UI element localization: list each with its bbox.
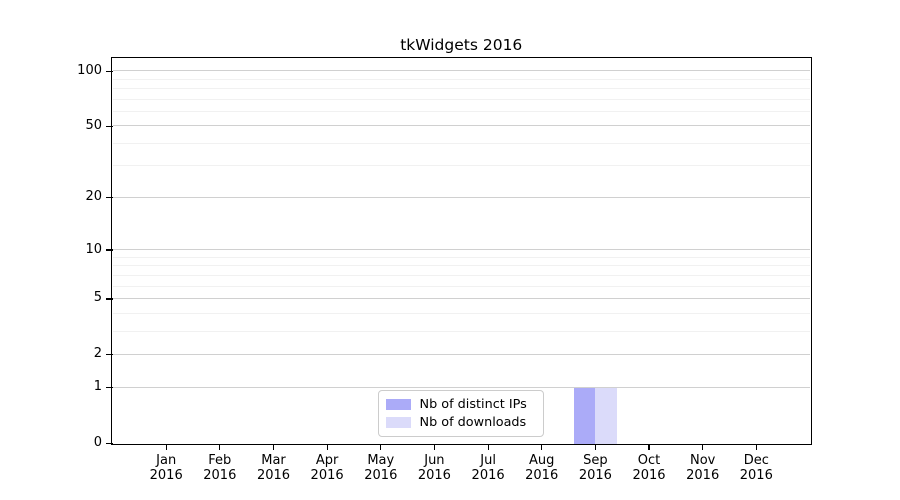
x-tick-label: Nov 2016 [671,453,735,484]
x-tick-label-year: 2016 [471,468,505,483]
x-tick-label: Sep 2016 [563,453,627,484]
x-tick-label-year: 2016 [149,468,183,483]
y-gridline-minor [112,110,810,112]
x-tick-label-month: Dec [743,452,769,468]
y-tick-label: 10 [85,241,102,257]
x-tick-label-year: 2016 [203,468,237,483]
y-gridline-major [112,125,810,127]
x-tick [380,445,382,450]
y-tick [106,298,113,300]
y-gridline-major [112,249,810,250]
x-tick-label-month: Nov [690,452,716,468]
x-tick-label-month: May [367,452,395,468]
x-tick-label: Dec 2016 [724,453,788,484]
x-tick [702,445,704,450]
y-tick [106,197,113,199]
x-tick-label: Apr 2016 [295,453,359,484]
y-tick-label: 5 [93,290,102,306]
x-tick-label-year: 2016 [578,468,612,483]
y-gridline-minor [112,330,810,332]
y-tick-label: 20 [85,189,102,205]
x-tick [433,445,436,450]
x-tick-label: Jul 2016 [456,453,520,484]
x-tick-label-month: Aug [528,452,555,468]
x-tick-label-month: Feb [208,452,232,468]
y-gridline-minor [112,165,810,167]
x-tick-label-year: 2016 [686,468,720,483]
x-tick-label-year: 2016 [417,468,451,483]
y-tick [106,442,113,445]
legend-item: Nb of distinct IPs [385,397,535,412]
x-tick-label-month: Mar [261,452,286,468]
chart-title: tkWidgets 2016 [400,36,523,54]
plot-area [112,59,810,444]
x-tick [648,445,650,450]
legend: Nb of distinct IPs Nb of downloads [377,390,544,437]
x-tick [541,445,543,450]
y-tick [106,249,113,251]
x-tick-label: May 2016 [349,453,413,484]
y-gridline-major [112,353,810,355]
x-tick-label: Mar 2016 [242,453,306,484]
y-gridline-minor [112,265,810,267]
x-tick-label-month: Sep [583,452,608,468]
x-tick-label-year: 2016 [739,468,773,483]
x-tick-label-year: 2016 [256,468,291,483]
legend-item: Nb of downloads [385,415,535,430]
bar-distinct-ips [573,387,596,444]
x-tick-label-month: Jul [480,452,496,468]
x-tick-label-year: 2016 [632,468,666,483]
x-tick-label: Aug 2016 [510,453,574,484]
x-tick-label-year: 2016 [310,468,344,483]
y-gridline-minor [112,285,810,287]
x-tick-label: Jan 2016 [134,453,198,484]
x-tick-label-month: Jun [424,452,445,468]
y-gridline-major [112,386,810,388]
y-tick-label: 50 [85,117,102,133]
legend-swatch-downloads [385,417,411,428]
y-tick-label: 100 [77,62,102,78]
x-tick [165,445,167,450]
legend-label: Nb of distinct IPs [419,397,527,412]
x-tick-label-month: Apr [315,452,339,468]
y-gridline-minor [112,274,810,276]
y-gridline-minor [112,142,810,144]
legend-swatch-distinct-ips [385,399,411,410]
x-tick-label-year: 2016 [525,468,559,483]
y-tick-label: 0 [93,435,102,450]
y-gridline-major [112,196,810,198]
y-tick-label: 2 [93,346,102,362]
x-tick-label-year: 2016 [364,468,398,483]
y-gridline-major [112,70,810,72]
y-tick [106,354,113,356]
y-tick [106,70,113,72]
x-tick [755,445,757,450]
y-gridline-minor [112,78,810,80]
y-gridline-major [112,297,810,299]
y-gridline-minor [112,312,810,314]
y-gridline-minor [112,98,810,100]
x-tick [594,445,597,450]
y-gridline-minor [112,87,810,89]
y-tick [106,387,113,389]
x-tick-label: Oct 2016 [617,453,681,484]
x-tick-label-month: Oct [637,452,661,468]
y-gridline-minor [112,256,810,258]
bar-downloads [595,387,617,444]
x-tick-label-month: Jan [156,452,177,468]
legend-label: Nb of downloads [419,415,527,430]
y-tick [106,125,113,127]
x-tick [487,445,489,450]
x-tick [272,445,275,450]
x-tick-label: Feb 2016 [188,453,252,484]
x-tick [326,445,328,450]
y-tick-label: 1 [93,379,102,395]
x-tick [219,445,221,450]
x-tick-label: Jun 2016 [402,453,466,484]
